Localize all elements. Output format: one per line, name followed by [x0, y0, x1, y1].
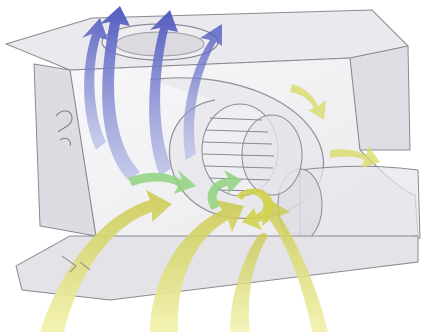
flow-arrow — [330, 146, 380, 168]
flow-arrow — [262, 198, 328, 332]
flow-arrow — [290, 84, 326, 120]
flow-arrow — [100, 6, 140, 180]
flow-arrow — [207, 170, 242, 210]
flow-arrow — [230, 233, 268, 332]
intake-flow-arrows — [40, 188, 328, 332]
housing-right-wall — [349, 45, 411, 151]
flow-arrow — [236, 188, 274, 230]
base-plate — [15, 235, 419, 301]
flow-arrow — [82, 18, 108, 150]
base-pictogram — [61, 255, 91, 273]
recirculation-flow-arrows — [128, 84, 380, 210]
wall-pictogram — [55, 110, 73, 147]
flow-arrow — [149, 10, 178, 176]
flow-arrow — [40, 190, 172, 332]
exhaust-flow-arrows — [82, 6, 222, 180]
flow-arrow — [128, 170, 196, 194]
flow-arrow — [183, 24, 222, 160]
flow-arrow — [150, 200, 244, 332]
